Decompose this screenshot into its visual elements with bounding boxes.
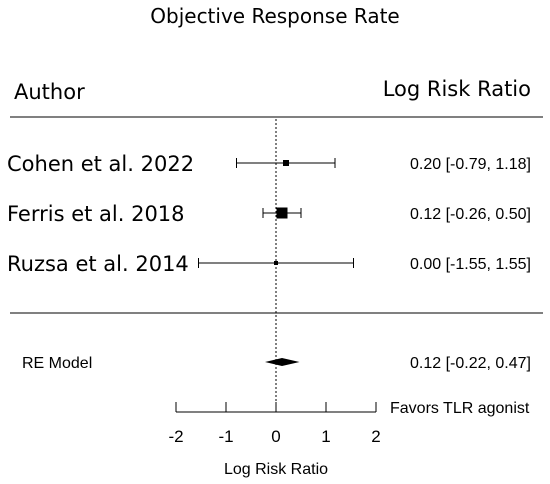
point-estimate-box xyxy=(276,207,288,219)
x-tick-label: -2 xyxy=(168,427,183,446)
summary-label: RE Model xyxy=(22,355,92,372)
study-label: Ruzsa et al. 2014 xyxy=(7,252,189,276)
ci-text: 0.12 [-0.26, 0.50] xyxy=(410,206,531,223)
favors-annotation: Favors TLR agonist xyxy=(390,400,530,417)
summary-diamond xyxy=(265,358,300,366)
x-tick-label: 2 xyxy=(371,427,380,446)
ci-text: 0.00 [-1.55, 1.55] xyxy=(410,256,531,273)
author-column-header: Author xyxy=(14,80,85,104)
summary-row: RE Model 0.12 [-0.22, 0.47] xyxy=(22,355,531,372)
x-axis: -2 -1 0 1 2 xyxy=(168,402,381,446)
ci-text: 0.20 [-0.79, 1.18] xyxy=(410,156,531,173)
log-risk-ratio-column-header: Log Risk Ratio xyxy=(383,77,531,101)
point-estimate-box xyxy=(274,261,278,265)
study-rows: Cohen et al. 2022 0.20 [-0.79, 1.18] Ferri… xyxy=(7,152,531,276)
study-label: Cohen et al. 2022 xyxy=(7,152,194,176)
study-row: Ruzsa et al. 2014 0.00 [-1.55, 1.55] xyxy=(7,252,531,276)
point-estimate-box xyxy=(283,160,289,166)
x-tick-label: 0 xyxy=(271,427,280,446)
study-row: Ferris et al. 2018 0.12 [-0.26, 0.50] xyxy=(7,202,531,226)
study-label: Ferris et al. 2018 xyxy=(7,202,185,226)
x-axis-label: Log Risk Ratio xyxy=(224,461,328,478)
chart-title: Objective Response Rate xyxy=(150,4,399,28)
study-row: Cohen et al. 2022 0.20 [-0.79, 1.18] xyxy=(7,152,531,176)
x-tick-label: 1 xyxy=(321,427,330,446)
x-tick-label: -1 xyxy=(218,427,233,446)
summary-ci-text: 0.12 [-0.22, 0.47] xyxy=(410,355,531,372)
